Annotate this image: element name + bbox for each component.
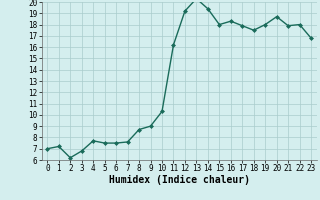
X-axis label: Humidex (Indice chaleur): Humidex (Indice chaleur) (109, 175, 250, 185)
